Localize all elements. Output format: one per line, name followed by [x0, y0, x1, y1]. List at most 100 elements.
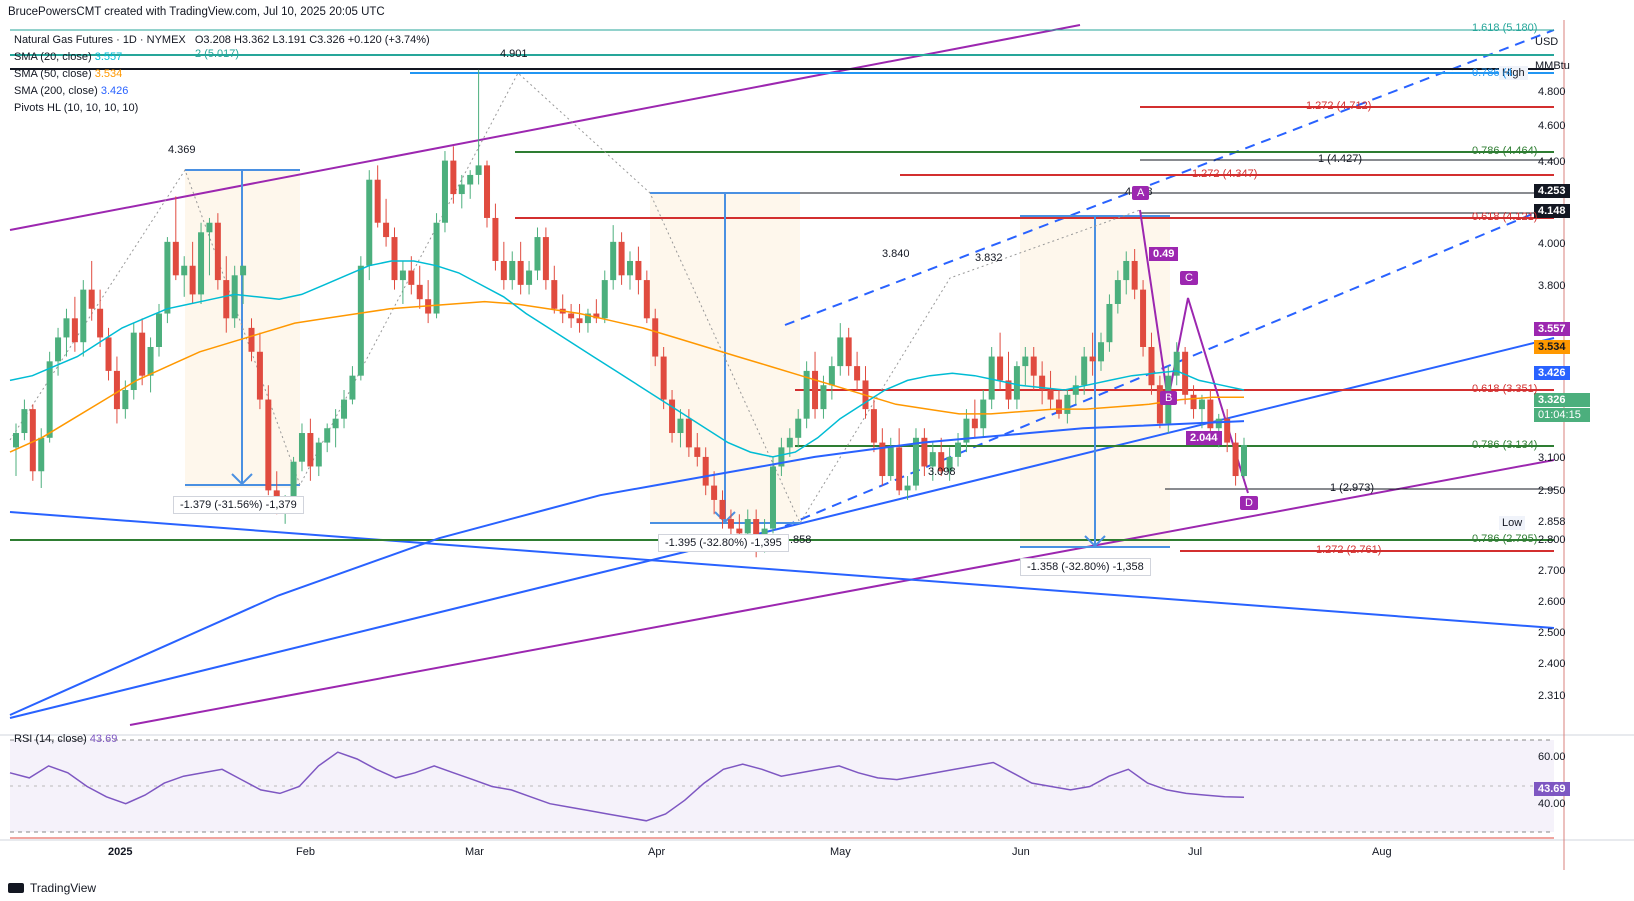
indicator-label: SMA (50, close) [14, 68, 92, 80]
candle [828, 356, 835, 400]
candle [1123, 251, 1130, 295]
currency-label: USD [1535, 36, 1559, 48]
candle [1022, 346, 1029, 386]
candle [147, 337, 154, 393]
fib-label: 1.272 (4.347) [1192, 168, 1258, 180]
candle [315, 437, 322, 477]
candle [963, 409, 970, 453]
candle [929, 442, 936, 481]
candle [1224, 409, 1231, 453]
fib-label: 2 (5.017) [195, 48, 240, 60]
candle [231, 265, 238, 328]
candle [198, 222, 205, 304]
candle [332, 409, 339, 448]
ohlc-values: O3.208 H3.362 L3.191 C3.326 +0.120 (+3.7… [194, 34, 430, 46]
fib-label: 1 (2.973) [1330, 482, 1375, 494]
indicator-row-2: SMA (50, close) 3.534 [14, 68, 122, 80]
pivot-label: 4.901 [500, 48, 528, 60]
candle [778, 437, 785, 477]
candle [988, 346, 995, 410]
candle [80, 280, 87, 357]
candle [500, 241, 507, 290]
candle [256, 332, 263, 410]
harmonic-point-b: B [1160, 391, 1178, 405]
candle [1241, 437, 1247, 479]
candle [172, 196, 179, 281]
price-badge: 4.148 [1534, 204, 1570, 218]
candle [635, 246, 642, 295]
rsi-series [9, 751, 1245, 822]
low-label: Low [1499, 516, 1526, 530]
candle [416, 265, 423, 309]
indicator-label: SMA (200, close) [14, 85, 98, 97]
rsi-tick: 60.00 [1538, 751, 1566, 763]
candle [1098, 332, 1105, 371]
channel-lower-line [129, 459, 1555, 726]
candle [887, 437, 894, 481]
moving-averages [9, 260, 1245, 716]
pivot-label: 3.098 [928, 466, 956, 478]
pivot-label: 3.832 [975, 252, 1003, 264]
candle [139, 318, 146, 386]
candle [1047, 370, 1054, 410]
candle [660, 346, 667, 410]
candle [854, 351, 861, 391]
candle [113, 356, 120, 424]
price-tick: 2.500 [1538, 627, 1566, 639]
price-badge: 3.557 [1534, 322, 1570, 336]
indicator-value: 3.426 [100, 85, 129, 97]
harmonic-point-c: C [1180, 271, 1198, 285]
time-label: Apr [648, 846, 666, 858]
price-tick: 2.400 [1538, 658, 1566, 670]
candle [46, 351, 53, 443]
candle [357, 256, 364, 381]
measure-label: -1.358 (-32.80%) -1,358 [1020, 558, 1151, 576]
price-tick: 2.600 [1538, 596, 1566, 608]
rsi-tick: 40.00 [1538, 798, 1566, 810]
pivot-label: 3.840 [882, 248, 910, 260]
candle [383, 198, 390, 247]
candle [702, 447, 709, 496]
candle [1064, 390, 1071, 424]
price-tick: 2.700 [1538, 565, 1566, 577]
candle [130, 323, 137, 400]
price-tick: 2.310 [1538, 690, 1566, 702]
candle [1114, 270, 1121, 314]
candle [610, 225, 617, 290]
tradingview-logo: TradingView [8, 881, 96, 895]
candle [21, 399, 28, 441]
candle [711, 471, 718, 515]
candle [341, 390, 348, 429]
low-value: 2.858 [1538, 516, 1566, 528]
candle [55, 327, 62, 376]
candle [812, 351, 819, 419]
tradingview-text: TradingView [30, 881, 97, 895]
rsi-label-row: RSI (14, close) 43.69 [14, 733, 117, 745]
candle [946, 447, 953, 481]
candle [584, 308, 591, 333]
indicator-label: Pivots HL (10, 10, 10, 10) [14, 102, 139, 114]
time-label: Feb [296, 846, 315, 858]
candle [769, 456, 776, 534]
candle [593, 299, 600, 324]
candle [248, 318, 255, 362]
candle [694, 433, 701, 467]
candle [240, 265, 247, 304]
candle [450, 146, 457, 204]
candle [601, 270, 608, 324]
candle [484, 160, 491, 228]
indicator-value: 3.557 [94, 51, 123, 63]
candle [1030, 346, 1037, 391]
candle [921, 428, 928, 477]
indicator-row-1: SMA (20, close) 3.557 [14, 51, 122, 63]
candle [399, 260, 406, 304]
candle [568, 303, 575, 328]
candle [408, 256, 415, 295]
trendline-down [9, 511, 1555, 629]
price-tick: 4.400 [1538, 156, 1566, 168]
high-label: High [1499, 66, 1528, 80]
candle [677, 409, 684, 448]
price-badge: 3.534 [1534, 340, 1570, 354]
candle [1055, 390, 1062, 419]
